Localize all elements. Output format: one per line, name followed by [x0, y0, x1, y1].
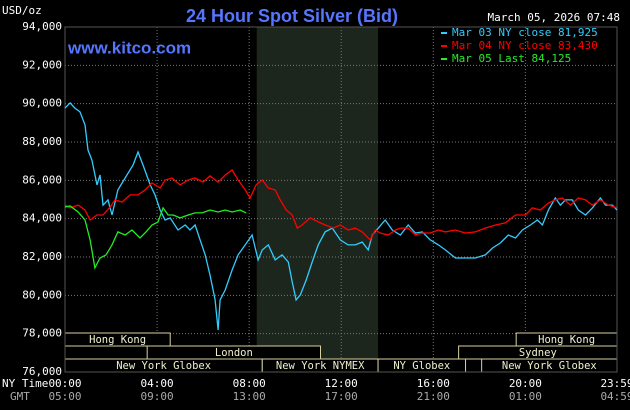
legend-label: Mar 04 NY close 83,430	[452, 39, 598, 52]
chart-title: 24 Hour Spot Silver (Bid)	[186, 6, 398, 26]
session-label: New York NYMEX	[276, 360, 365, 372]
x2-tick-label: 05:00	[48, 390, 81, 403]
y-tick-label: 78,000	[22, 327, 62, 340]
y-tick-label: 88,000	[22, 135, 62, 148]
plot-frame	[64, 26, 618, 373]
shaded-session	[256, 27, 379, 372]
session-label: Hong Kong	[89, 334, 146, 346]
series-line	[64, 101, 618, 331]
x-tick-label: 16:00	[417, 377, 450, 390]
legend-label: Mar 05 Last 84,125	[452, 52, 571, 65]
x-tick-label: 20:00	[509, 377, 542, 390]
x2-tick-label: 01:00	[509, 390, 542, 403]
y-tick-label: 80,000	[22, 288, 62, 301]
y-tick-label: 92,000	[22, 58, 62, 71]
x2-axis-label: GMT	[10, 390, 30, 403]
x2-tick-label: 21:00	[417, 390, 450, 403]
x-tick-label: 00:00	[48, 377, 81, 390]
subtitle: www.kitco.com	[67, 38, 191, 57]
x2-tick-label: 09:00	[141, 390, 174, 403]
x-tick-label: 12:00	[325, 377, 358, 390]
x-tick-label: 04:00	[141, 377, 174, 390]
date: March 05, 2026 07:48	[488, 11, 620, 24]
y-tick-label: 76,000	[22, 365, 62, 378]
y-axis-label: USD/oz	[2, 4, 42, 17]
series-line	[64, 169, 618, 241]
session-label: New York Globex	[502, 360, 597, 372]
x2-tick-label: 04:59	[600, 390, 630, 403]
x-tick-label: 08:00	[233, 377, 266, 390]
session-label: New York Globex	[116, 360, 211, 372]
legend-label: Mar 03 NY close 81,925	[452, 26, 598, 39]
x2-tick-label: 17:00	[325, 390, 358, 403]
x-axis-label: NY Time	[2, 377, 48, 390]
session-label: Sydney	[519, 347, 557, 359]
session-label: Hong Kong	[538, 334, 595, 346]
session-label: NY Globex	[393, 360, 450, 372]
y-tick-label: 94,000	[22, 20, 62, 33]
x2-tick-label: 13:00	[233, 390, 266, 403]
y-tick-label: 82,000	[22, 250, 62, 263]
series-line	[64, 205, 247, 270]
y-tick-label: 84,000	[22, 212, 62, 225]
session-label: London	[215, 347, 253, 359]
y-tick-label: 90,000	[22, 97, 62, 110]
x-tick-label: 23:59	[600, 377, 630, 390]
y-tick-label: 86,000	[22, 173, 62, 186]
